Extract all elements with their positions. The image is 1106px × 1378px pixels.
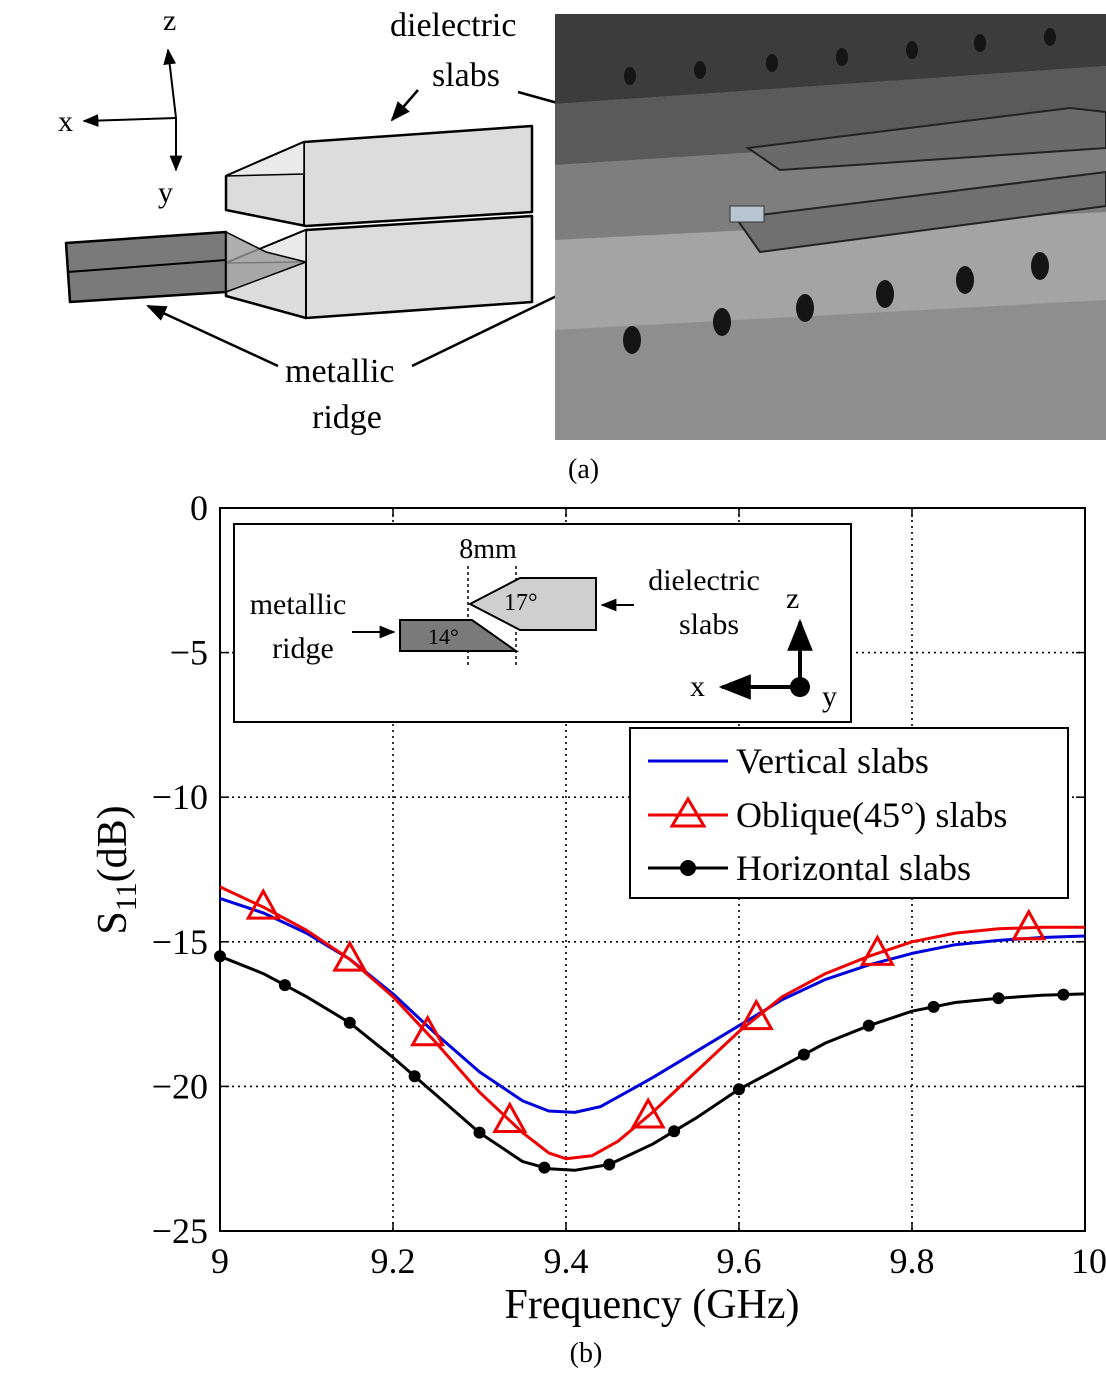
series-layer [214,885,1086,1174]
data-point-circle [862,1019,875,1032]
inset-schematic: 8mm 17° 14° dielectric slabs metallic ri… [233,523,852,723]
data-point-circle [343,1016,356,1029]
legend-horizontal-label: Horizontal slabs [736,848,971,888]
inset-axes [718,618,813,700]
data-point-circle [408,1070,421,1083]
metallic-label-line2: ridge [312,399,382,436]
data-point-circle [668,1125,681,1138]
data-point-triangle [245,888,281,920]
caption-a: (a) [568,454,599,485]
y-tick-label: −10 [152,777,208,817]
inset-axis-y: y [822,680,837,713]
data-point-circle [473,1126,486,1139]
y-tick-label: 0 [190,488,208,528]
x-tick-label: 9.4 [544,1241,589,1281]
data-point-triangle [410,1014,446,1047]
y-axis-label-unit: (dB) [90,805,136,882]
x-tick-label: 9.8 [890,1241,935,1281]
data-point-circle [538,1161,551,1174]
data-point-triangle [630,1096,666,1129]
data-point-circle [733,1083,745,1096]
axis-ticks: 9 9.2 9.4 9.6 9.8 10 0 −5 −10 −15 −20 −25 [152,488,1106,1281]
x-tick-label: 9 [211,1241,229,1281]
axis-z-label: z [163,4,176,37]
series-line-horizontal-slabs [219,954,1086,1172]
data-point-circle [278,979,291,992]
y-tick-label: −5 [170,633,208,673]
inset-slab-shape [467,577,597,631]
dielectric-label-line2: slabs [432,57,500,94]
upper-dielectric-slab [224,124,534,228]
inset-dielectric-line1: dielectric [648,564,760,597]
data-point-circle [214,950,226,963]
inset-dielectric-line2: slabs [679,608,739,641]
inset-ridge-shape [399,619,520,652]
data-point-circle [927,1000,940,1013]
inset-metallic-line2: ridge [272,632,334,665]
panel-a: z x y dielectric slabs metallic ridge [58,4,1106,485]
x-tick-label: 10 [1071,1241,1106,1281]
legend-oblique-label: Oblique(45°) slabs [736,795,1007,835]
legend-horizontal-marker [680,860,696,876]
data-point-triangle [332,940,368,972]
y-axis-label-sub: 11 [110,882,143,911]
dielectric-label-line1: dielectric [390,7,516,44]
data-point-circle [992,992,1005,1005]
legend-oblique-marker [669,796,707,828]
data-point-circle [797,1048,810,1061]
data-point-triangle [492,1101,528,1134]
plot-frame [219,507,1086,1232]
axis-y-label: y [158,176,173,209]
inset-angle-slab: 17° [504,590,538,616]
data-point-circle [603,1158,616,1171]
caption-b: (b) [570,1338,603,1369]
data-point-triangle [1011,908,1047,941]
x-axis-label: Frequency (GHz) [504,1282,799,1328]
axes-triad [82,48,183,172]
series-line-vertical-slabs [219,896,1086,1114]
data-point-triangle [738,998,774,1031]
inset-axis-z: z [786,582,799,615]
legend-frame [629,727,1069,899]
data-point-triangle [859,934,895,966]
inset-axis-x: x [690,670,705,703]
lower-dielectric-slab [224,214,534,320]
inset-dimension: 8mm [459,534,517,565]
metallic-ridge-block [64,230,307,304]
legend-vertical-label: Vertical slabs [736,741,929,781]
y-tick-label: −25 [152,1211,208,1251]
legend: Vertical slabs Oblique(45°) slabs Horizo… [629,727,1069,899]
x-tick-label: 9.6 [717,1241,762,1281]
y-tick-label: −15 [152,922,208,962]
x-tick-label: 9.2 [371,1241,416,1281]
data-point-circle [1057,988,1070,1001]
y-axis-label-main: S [90,911,136,934]
panel-b: 9 9.2 9.4 9.6 9.8 10 0 −5 −10 −15 −20 −25 S11(dB) F… [90,488,1106,1369]
series-line-oblique-45-slabs [219,885,1085,1161]
axis-x-label: x [58,105,73,138]
metallic-label-line1: metallic [285,353,395,390]
y-axis-label: S11(dB) [90,805,143,934]
y-tick-label: −20 [152,1066,208,1106]
waveguide-photo [555,14,1106,440]
inset-metallic-line1: metallic [250,588,347,621]
inset-angle-ridge: 14° [428,624,459,649]
